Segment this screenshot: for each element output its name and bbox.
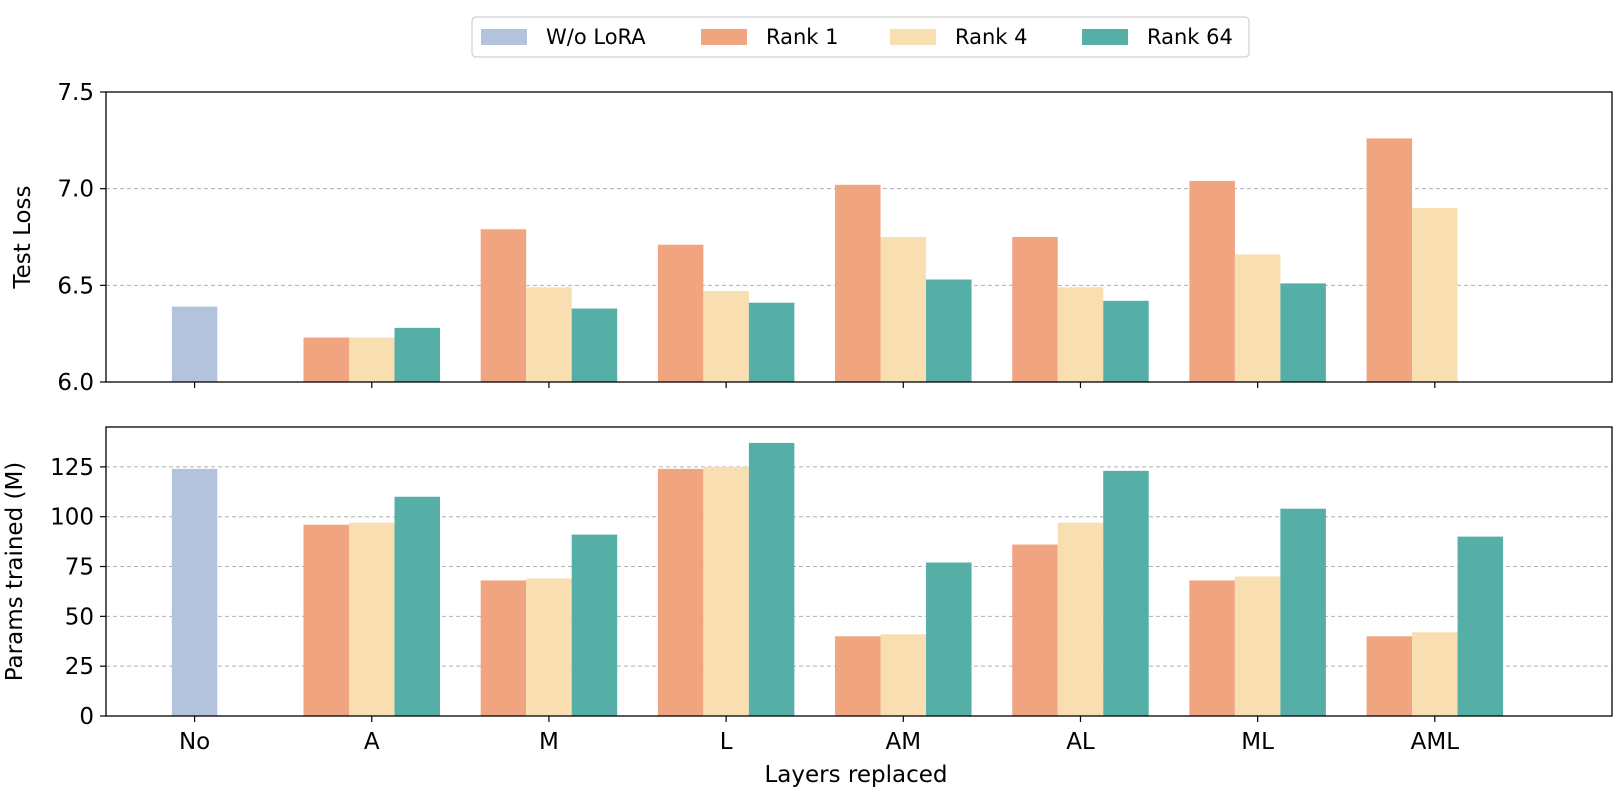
bar-rank-1-aml bbox=[1366, 138, 1413, 382]
axes-frame bbox=[105, 91, 1613, 383]
legend-swatch-rank-4 bbox=[890, 29, 936, 45]
bar-rank-4-m bbox=[526, 578, 572, 716]
bar-rank-1-al bbox=[1012, 237, 1058, 382]
legend-label: Rank 4 bbox=[955, 25, 1028, 49]
y-tick-label: 125 bbox=[50, 455, 94, 481]
legend-label: Rank 64 bbox=[1147, 25, 1233, 49]
x-tick-label: No bbox=[179, 729, 210, 755]
bar-rank-64-m bbox=[571, 534, 618, 716]
x-axis-title: Layers replaced bbox=[764, 762, 947, 788]
legend-swatch-rank-64 bbox=[1082, 29, 1128, 45]
x-tick-label: A bbox=[364, 729, 380, 755]
x-tick-label: M bbox=[539, 729, 559, 755]
x-tick-label: AL bbox=[1066, 729, 1095, 755]
bar-rank-4-l bbox=[703, 291, 749, 382]
legend-swatch-w-o-lora bbox=[481, 29, 527, 45]
bar-rank-4-al bbox=[1057, 287, 1104, 382]
bar-rank-64-a bbox=[394, 496, 441, 716]
bar-rank-1-ml bbox=[1189, 180, 1235, 382]
bar-rank-4-al bbox=[1057, 522, 1104, 716]
bar-rank-64-al bbox=[1103, 300, 1149, 382]
axes-frame bbox=[105, 426, 1613, 717]
legend-frame bbox=[471, 16, 1250, 58]
y-tick-label: 75 bbox=[65, 555, 94, 581]
bar-rank-1-m bbox=[480, 580, 527, 716]
y-axis-title: Test Loss bbox=[10, 185, 36, 289]
bar-rank-4-a bbox=[349, 337, 395, 382]
bar-rank-4-ml bbox=[1234, 576, 1281, 716]
bar-rank-1-m bbox=[480, 229, 527, 382]
bar-rank-64-ml bbox=[1280, 283, 1326, 382]
legend-swatch-rank-1 bbox=[701, 29, 747, 45]
y-axis-title: Params trained (M) bbox=[2, 462, 28, 682]
bar-rank-4-a bbox=[349, 522, 395, 716]
bar-rank-64-l bbox=[748, 302, 795, 382]
y-tick-label: 7.5 bbox=[57, 80, 94, 106]
y-tick-label: 6.5 bbox=[57, 273, 94, 299]
bar-rank-1-a bbox=[303, 524, 350, 716]
x-tick-label: AML bbox=[1411, 729, 1460, 755]
bar-rank-1-l bbox=[657, 244, 704, 382]
bar-rank-64-l bbox=[748, 442, 795, 716]
y-tick-label: 7.0 bbox=[57, 177, 94, 203]
bar-rank-64-am bbox=[926, 562, 972, 716]
bar-rank-64-al bbox=[1103, 470, 1149, 716]
test-loss-panel: 6.0 6.5 7.0 7.5 Test Loss bbox=[10, 80, 1613, 396]
bar-w-o-lora-no bbox=[171, 468, 218, 716]
legend-label: Rank 1 bbox=[766, 25, 839, 49]
bar-rank-64-am bbox=[926, 279, 972, 382]
bar-rank-4-ml bbox=[1234, 254, 1281, 382]
bar-rank-1-am bbox=[835, 636, 881, 716]
y-tick-label: 25 bbox=[65, 654, 94, 680]
x-tick-label: ML bbox=[1241, 729, 1274, 755]
bar-w-o-lora-no bbox=[171, 306, 218, 382]
legend-label: W/o LoRA bbox=[546, 25, 646, 49]
bar-rank-1-aml bbox=[1366, 636, 1413, 716]
y-tick-label: 100 bbox=[50, 505, 94, 531]
x-tick-label: L bbox=[720, 729, 733, 755]
x-tick-label: AM bbox=[886, 729, 922, 755]
bar-rank-64-aml bbox=[1457, 536, 1504, 716]
bar-rank-1-l bbox=[657, 468, 704, 716]
bar-rank-4-am bbox=[880, 237, 927, 382]
bar-rank-4-aml bbox=[1412, 208, 1458, 382]
bar-rank-4-l bbox=[703, 466, 749, 716]
bar-rank-1-am bbox=[835, 184, 881, 382]
bar-rank-1-ml bbox=[1189, 580, 1235, 716]
bar-rank-64-a bbox=[394, 327, 441, 382]
bar-rank-4-m bbox=[526, 287, 572, 382]
bar-rank-4-am bbox=[880, 634, 927, 716]
bar-rank-1-a bbox=[303, 337, 350, 382]
bar-rank-4-aml bbox=[1412, 632, 1458, 716]
y-tick-label: 50 bbox=[65, 604, 94, 630]
bar-rank-64-m bbox=[571, 308, 618, 382]
y-tick-label: 0 bbox=[79, 704, 94, 730]
legend: W/o LoRA Rank 1 Rank 4 Rank 64 bbox=[471, 16, 1250, 58]
bar-rank-1-al bbox=[1012, 544, 1058, 716]
bar-rank-64-ml bbox=[1280, 508, 1326, 716]
y-tick-label: 6.0 bbox=[57, 370, 94, 396]
